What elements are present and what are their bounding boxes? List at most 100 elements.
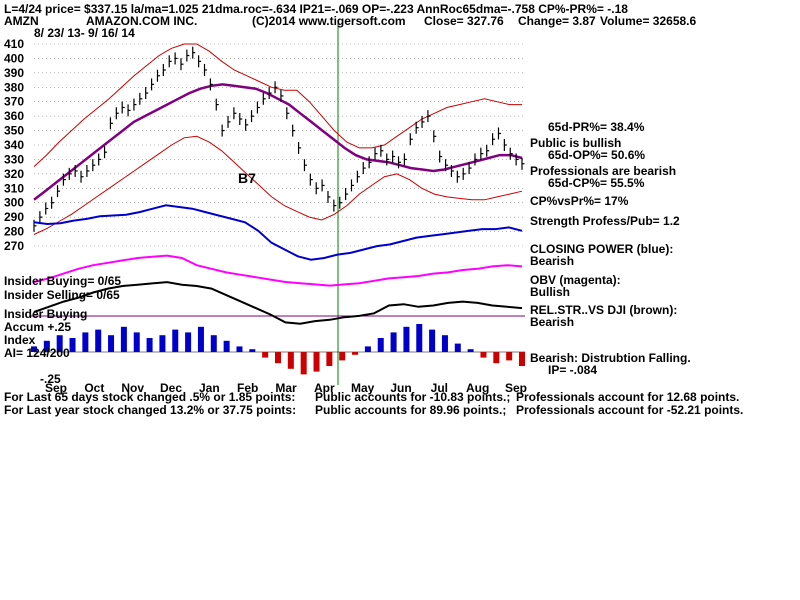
ai-value: AI= 124/200 (4, 346, 70, 360)
obv-line (33, 254, 523, 287)
accum-bar (95, 329, 102, 352)
company-name: AMAZON.COM INC. (86, 14, 198, 28)
y-tick-300: 300 (4, 196, 24, 210)
month-label-12: Sep (505, 381, 527, 395)
y-tick-410: 410 (4, 37, 24, 51)
accum-bar (416, 324, 423, 352)
y-tick-350: 350 (4, 124, 24, 138)
accum-bar (326, 352, 333, 366)
cpvspr-text: CP%vsPr%= 17% (530, 194, 629, 208)
footer-65day-public: Public accounts for -10.83 points.; (315, 390, 511, 404)
accum-bar (506, 352, 513, 361)
month-label-7: Apr (314, 381, 335, 395)
accum-bar (56, 335, 63, 352)
accumulation-histogram (31, 324, 525, 375)
obv-label: OBV (magenta): (530, 273, 621, 287)
y-tick-320: 320 (4, 167, 24, 181)
accum-bar (493, 352, 500, 364)
accum-bar (364, 346, 371, 352)
accum-bar (120, 326, 127, 352)
professionals-text: Professionals are bearish (530, 164, 677, 178)
footer-year-public: Public accounts for 89.96 points.; (315, 403, 507, 417)
month-label-3: Dec (160, 381, 182, 395)
accum-bar (454, 343, 461, 352)
ip-value: IP= -.084 (548, 363, 598, 377)
footer-65day-summary: For Last 65 days stock changed .5% or 1.… (4, 390, 296, 404)
accum-bar (249, 349, 256, 352)
footer-year-pros: Professionals account for -52.21 points. (516, 403, 744, 417)
cp65-text: 65d-CP%= 55.5% (548, 176, 645, 190)
accum-bar (352, 352, 359, 355)
month-label-8: May (351, 381, 375, 395)
obv-state: Bullish (530, 285, 571, 299)
moving-average-line (33, 83, 523, 201)
accum-bar (133, 332, 140, 352)
y-tick-370: 370 (4, 95, 24, 109)
relstr-state: Bearish (530, 315, 575, 329)
accum-bar (313, 352, 320, 372)
closing-power-label: CLOSING POWER (blue): (530, 242, 674, 256)
footer-65day-pros: Professionals account for 12.68 points. (516, 390, 740, 404)
accum-bar (185, 332, 192, 352)
accum-bar (82, 332, 89, 352)
strength-text: Strength Profess/Pub= 1.2 (530, 214, 680, 228)
month-label-5: Feb (237, 381, 258, 395)
pr65-text: 65d-PR%= 38.4% (548, 120, 645, 134)
public-text: Public is bullish (530, 136, 622, 150)
y-tick-290: 290 (4, 210, 24, 224)
month-label-6: Mar (275, 381, 297, 395)
accum-bar (377, 338, 384, 352)
accum-bar (300, 352, 307, 375)
accum-bar (31, 346, 37, 352)
lower-band-line (33, 135, 523, 235)
accum-bar (197, 326, 204, 352)
month-label-1: Oct (84, 381, 104, 395)
y-tick-340: 340 (4, 138, 24, 152)
insider-buying-count: Insider Buying= 0/65 (4, 274, 122, 288)
relstr-label: REL.STR..VS DJI (brown): (530, 303, 678, 317)
volume-value: Volume= 32658.6 (600, 14, 697, 28)
closing-power-line (33, 204, 523, 261)
chart-series (33, 43, 525, 325)
month-label-4: Jan (199, 381, 220, 395)
month-label-0: Sep (45, 381, 67, 395)
accum-bar (159, 335, 166, 352)
b7-signal: B7 (238, 170, 256, 186)
accum-bar (339, 352, 346, 361)
y-tick-360: 360 (4, 109, 24, 123)
y-tick-280: 280 (4, 225, 24, 239)
insider-selling-count: Insider Selling= 0/65 (4, 288, 120, 302)
upper-band-line (33, 43, 522, 167)
change-value: Change= 3.87 (518, 14, 596, 28)
op65-text: 65d-OP%= 50.6% (548, 148, 646, 162)
month-label-9: Jun (390, 381, 411, 395)
index-label: Index (4, 333, 36, 347)
accum-bar (223, 340, 230, 352)
month-label-10: Jul (431, 381, 448, 395)
price-y-axis: 4104003903803703603503403303203103002902… (4, 37, 24, 253)
header-line1: L=4/24 price= $337.15 la/ma=1.025 21dma.… (4, 2, 628, 16)
accum-bar (69, 338, 76, 352)
accum-label: Accum +.25 (4, 320, 72, 334)
accum-bar (519, 352, 525, 366)
ticker-symbol: AMZN (4, 14, 39, 28)
footer-year-summary: For Last year stock changed 13.2% or 37.… (4, 403, 297, 417)
accum-bar (480, 352, 487, 358)
y-tick-400: 400 (4, 51, 24, 65)
copyright: (C)2014 www.tigersoft.com (252, 14, 406, 28)
accum-bar (146, 338, 153, 352)
accum-bar (287, 352, 294, 369)
accum-bar (390, 332, 397, 352)
close-value: Close= 327.76 (424, 14, 504, 28)
y-tick-330: 330 (4, 152, 24, 166)
accum-bar (403, 326, 410, 352)
month-label-11: Aug (466, 381, 489, 395)
month-axis: Sep Oct Nov Dec Jan Feb Mar Apr May Jun Jul Aug Sep (45, 381, 527, 395)
y-tick-310: 310 (4, 181, 24, 195)
accum-bar (210, 335, 217, 352)
y-tick-390: 390 (4, 66, 24, 80)
accum-bar (262, 352, 269, 358)
month-label-2: Nov (121, 381, 144, 395)
accum-bar (43, 340, 50, 352)
